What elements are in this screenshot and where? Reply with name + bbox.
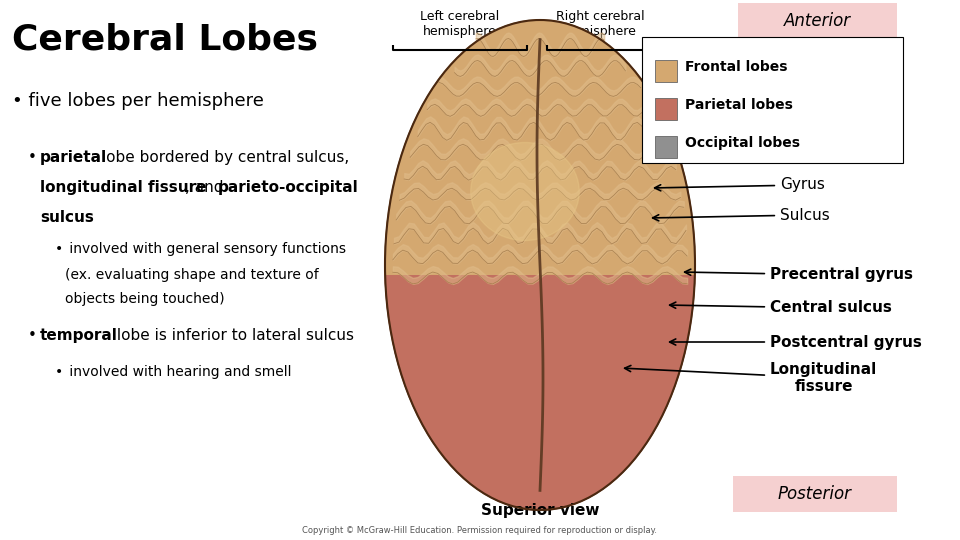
- Text: Longitudinal
fissure: Longitudinal fissure: [625, 362, 877, 394]
- Text: Occipital lobes: Occipital lobes: [685, 136, 800, 150]
- Text: involved with general sensory functions: involved with general sensory functions: [65, 242, 346, 256]
- Text: temporal: temporal: [40, 328, 118, 343]
- Text: parietal: parietal: [40, 150, 108, 165]
- Ellipse shape: [385, 20, 695, 510]
- Text: •: •: [55, 365, 63, 379]
- Ellipse shape: [470, 143, 579, 240]
- Text: longitudinal fissure: longitudinal fissure: [40, 180, 206, 195]
- Bar: [655, 136, 677, 158]
- Text: Posterior: Posterior: [778, 485, 852, 503]
- Text: Anterior: Anterior: [783, 12, 851, 30]
- Text: •: •: [28, 150, 41, 165]
- Text: Superior view: Superior view: [481, 503, 599, 518]
- FancyBboxPatch shape: [642, 37, 903, 163]
- Text: Frontal lobes: Frontal lobes: [685, 60, 787, 74]
- Text: •: •: [28, 328, 36, 343]
- Text: Sulcus: Sulcus: [653, 207, 829, 222]
- Text: Precentral gyrus: Precentral gyrus: [684, 267, 913, 282]
- Text: parieto-occipital: parieto-occipital: [218, 180, 359, 195]
- Text: , and: , and: [185, 180, 228, 195]
- Ellipse shape: [385, 20, 695, 510]
- Text: Copyright © McGraw-Hill Education. Permission required for reproduction or displ: Copyright © McGraw-Hill Education. Permi…: [302, 526, 658, 535]
- Text: Parietal lobes: Parietal lobes: [685, 98, 793, 112]
- Ellipse shape: [385, 20, 695, 510]
- Text: Postcentral gyrus: Postcentral gyrus: [670, 334, 922, 349]
- Text: •: •: [55, 242, 63, 256]
- Text: objects being touched): objects being touched): [65, 292, 225, 306]
- Text: lobe is inferior to lateral sulcus: lobe is inferior to lateral sulcus: [112, 328, 354, 343]
- Bar: [655, 98, 677, 120]
- Text: Left cerebral
hemisphere: Left cerebral hemisphere: [420, 10, 499, 38]
- Text: sulcus: sulcus: [40, 210, 94, 225]
- Text: Gyrus: Gyrus: [655, 178, 825, 192]
- Text: Right cerebral
hemisphere: Right cerebral hemisphere: [556, 10, 644, 38]
- Text: Cerebral Lobes: Cerebral Lobes: [12, 22, 318, 56]
- Text: (ex. evaluating shape and texture of: (ex. evaluating shape and texture of: [65, 268, 319, 282]
- Text: lobe bordered by central sulcus,: lobe bordered by central sulcus,: [97, 150, 349, 165]
- Text: Central sulcus: Central sulcus: [670, 300, 892, 315]
- FancyBboxPatch shape: [733, 476, 897, 512]
- Text: involved with hearing and smell: involved with hearing and smell: [65, 365, 292, 379]
- Text: • five lobes per hemisphere: • five lobes per hemisphere: [12, 92, 264, 110]
- FancyBboxPatch shape: [738, 3, 897, 39]
- Bar: [655, 60, 677, 82]
